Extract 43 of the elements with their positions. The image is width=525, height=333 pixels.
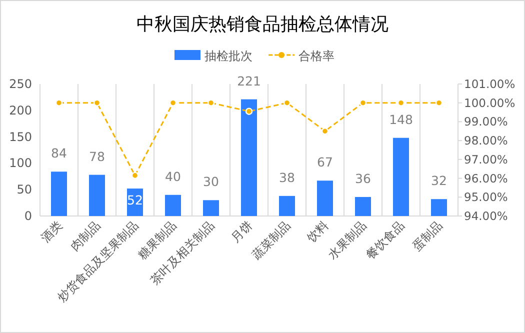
data-label: 78: [89, 148, 105, 164]
bar: [317, 180, 333, 216]
y-tick-label: 150: [9, 130, 32, 144]
data-label: 52: [127, 192, 143, 208]
point: [245, 108, 253, 115]
bar: [279, 196, 295, 216]
bar: [431, 199, 447, 216]
x-tick-label: 月饼: [228, 218, 256, 246]
data-label: 84: [51, 146, 67, 161]
x-tick-label: 饮料: [304, 218, 332, 246]
legend-label: 合格率: [298, 49, 334, 63]
y2-tick-label: 96.00%: [464, 171, 508, 186]
bar: [89, 174, 105, 216]
y2-tick-label: 95.00%: [464, 190, 508, 204]
legend-label: 抽检批次: [204, 49, 252, 63]
y-tick-label: 100: [9, 156, 32, 170]
y2-tick-label: 94.00%: [464, 209, 508, 223]
x-tick-label: 蛋制品: [410, 218, 446, 254]
data-label: 67: [317, 154, 333, 170]
x-tick-label: 酒类: [38, 218, 66, 246]
y-tick-label: 50: [16, 182, 32, 197]
y2-tick-label: 101.00%: [464, 77, 516, 91]
y2-tick-label: 99.00%: [464, 114, 508, 129]
y2-tick-label: 97.00%: [464, 152, 508, 166]
data-label: 36: [355, 170, 371, 186]
bar: [393, 138, 409, 216]
y-tick-label: 0: [24, 209, 32, 223]
chart-title: 中秋国庆热销食品抽检总体情况: [136, 14, 388, 35]
y2-tick-label: 98.00%: [464, 134, 508, 148]
bar: [355, 196, 371, 216]
y2-tick-label: 100.00%: [464, 96, 516, 110]
data-label: 30: [203, 174, 219, 190]
data-label: 32: [431, 173, 447, 188]
bar: [51, 172, 67, 216]
data-label: 40: [165, 168, 181, 184]
y-tick-label: 200: [9, 103, 32, 118]
bar: [165, 194, 181, 216]
y-tick-label: 250: [9, 77, 32, 91]
data-label: 38: [279, 170, 295, 185]
data-label: 148: [389, 112, 413, 127]
bar: [241, 99, 257, 216]
data-label: 221: [237, 73, 261, 88]
bar: [203, 200, 219, 216]
